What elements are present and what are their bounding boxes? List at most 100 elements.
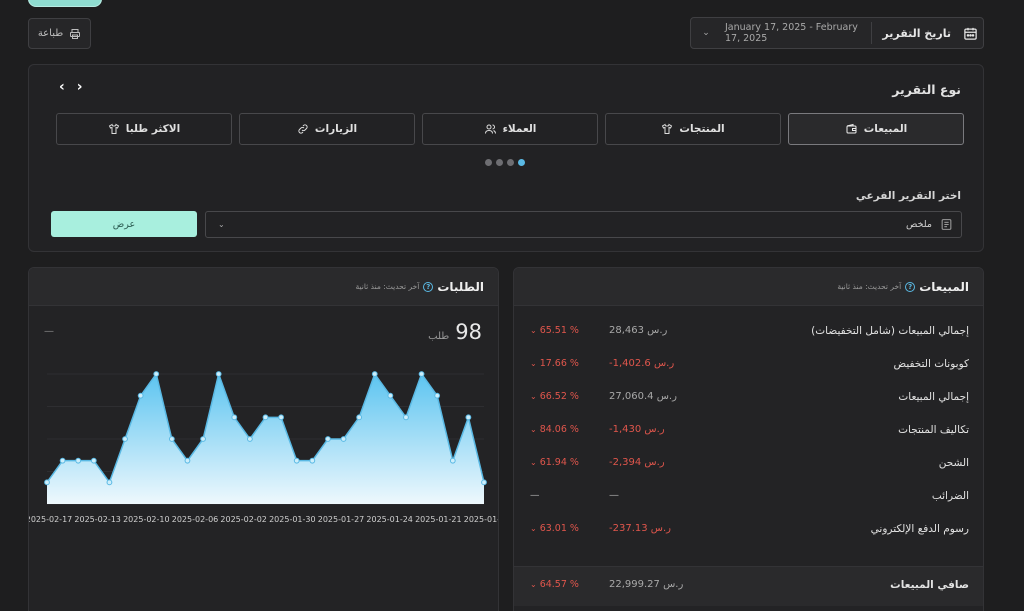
data-point[interactable] (200, 436, 206, 442)
sales-row-value: 27,060.4 ر.س (609, 391, 677, 402)
data-point[interactable] (293, 457, 300, 464)
date-range-label: تاريخ التقرير (882, 26, 951, 40)
orders-count: 98 (455, 320, 482, 344)
sales-row-label: الضرائب (931, 490, 969, 502)
data-point[interactable] (262, 414, 269, 421)
shirt-icon (108, 123, 119, 134)
data-point[interactable] (278, 414, 285, 421)
top-action-button[interactable] (28, 0, 102, 7)
data-point[interactable] (434, 392, 441, 399)
sales-row-change: ⌄ 63.01 % (530, 523, 579, 534)
sales-row-value: — (609, 490, 619, 501)
sales-row-label: الشحن (938, 457, 969, 469)
chevron-right-icon[interactable]: › (76, 79, 83, 95)
sales-row-change-value: 84.06 % (539, 424, 579, 435)
orders-unit: طلب (428, 331, 450, 342)
show-button[interactable]: عرض (51, 211, 197, 237)
report-card-most-ordered[interactable]: الاكثر طلبا (56, 113, 232, 145)
sales-updated: آخر تحديث: منذ ثانية (837, 282, 902, 291)
sub-report-label: اختر التقرير الفرعي (855, 190, 961, 202)
data-point[interactable] (340, 436, 347, 442)
area-fill (47, 374, 484, 504)
data-point[interactable] (371, 371, 378, 377)
sales-row-change: — (530, 490, 540, 501)
data-point[interactable] (90, 457, 97, 464)
report-card-customers[interactable]: العملاء (422, 113, 598, 145)
report-card-sales[interactable]: المبيعات (788, 113, 964, 145)
carousel-dot-active[interactable] (518, 159, 525, 166)
data-point[interactable] (59, 457, 66, 464)
data-point[interactable] (137, 392, 144, 399)
card-label: المنتجات (679, 123, 725, 135)
sales-row-label: كوبونات التخفيض (893, 358, 969, 370)
orders-title: الطلبات (437, 279, 484, 294)
data-point[interactable] (246, 436, 253, 442)
sales-row-label: رسوم الدفع الإلكتروني (870, 523, 969, 535)
data-point[interactable] (75, 457, 82, 464)
data-point[interactable] (215, 371, 222, 377)
sales-row-change: ⌄ 66.52 % (530, 391, 579, 402)
help-icon[interactable]: ? (423, 281, 434, 292)
net-sales-change-value: 64.57 % (539, 579, 579, 590)
sales-panel: آخر تحديث: منذ ثانية ? المبيعات إجمالي ا… (513, 267, 984, 611)
data-point[interactable] (168, 436, 175, 442)
data-point[interactable] (418, 371, 425, 377)
x-tick-label: 2025-02-17 (29, 515, 72, 524)
wallet-icon (846, 123, 857, 134)
sales-header: آخر تحديث: منذ ثانية ? المبيعات (514, 268, 983, 306)
print-label: طباعة (37, 28, 64, 39)
card-label: الزيارات (314, 123, 358, 135)
print-button[interactable]: طباعة (28, 18, 91, 49)
x-tick-label: 2025-01-30 (269, 515, 316, 524)
arrow-down-icon: ⌄ (530, 392, 537, 401)
card-label: الاكثر طلبا (125, 123, 181, 135)
carousel-dots (485, 159, 525, 166)
data-point[interactable] (44, 479, 50, 486)
help-icon[interactable]: ? (905, 281, 916, 292)
data-point[interactable] (481, 479, 487, 486)
x-tick-label: 2025-02-13 (74, 515, 121, 524)
data-point[interactable] (356, 414, 363, 421)
sales-row-label: إجمالي المبيعات (898, 391, 969, 403)
data-point[interactable] (449, 457, 456, 464)
sales-row-change-value: 65.51 % (539, 325, 579, 336)
carousel-dot[interactable] (485, 159, 492, 166)
sales-row-change: ⌄ 61.94 % (530, 457, 579, 468)
data-point[interactable] (153, 371, 160, 377)
arrow-down-icon: ⌄ (530, 524, 537, 533)
sub-report-value: ملخص (905, 219, 932, 230)
data-point[interactable] (325, 436, 331, 442)
orders-panel: آخر تحديث: منذ ثانية ? الطلبات — طلب 98 … (28, 267, 499, 611)
sales-row: رسوم الدفع الإلكتروني -237.13 ر.س ⌄ 63.01 % (514, 514, 983, 547)
sales-row-change-value: — (530, 490, 540, 501)
carousel-dot[interactable] (507, 159, 514, 166)
sales-row: الضرائب — — (514, 481, 983, 514)
data-point[interactable] (309, 457, 316, 464)
divider (871, 22, 873, 44)
carousel-dot[interactable] (496, 159, 503, 166)
date-range-picker[interactable]: ⌄ January 17, 2025 - February 17, 2025 ت… (690, 17, 984, 49)
report-card-visits[interactable]: الزيارات (239, 113, 415, 145)
data-point[interactable] (403, 414, 409, 421)
report-type-panel: ‹ › نوع التقرير الاكثر طلبا الزيارات الع… (28, 64, 984, 252)
report-card-products[interactable]: المنتجات (605, 113, 781, 145)
sales-row-change-value: 66.52 % (539, 391, 579, 402)
orders-header: آخر تحديث: منذ ثانية ? الطلبات (29, 268, 498, 306)
data-point[interactable] (184, 457, 191, 464)
sales-row-change-value: 63.01 % (539, 523, 579, 534)
sales-row: الشحن -2,394 ر.س ⌄ 61.94 % (514, 448, 983, 481)
sales-row-value: 28,463 ر.س (609, 325, 668, 336)
data-point[interactable] (465, 414, 472, 421)
x-tick-label: 2025-01-21 (415, 515, 462, 524)
chevron-left-icon[interactable]: ‹ (59, 79, 65, 95)
sales-row: تكاليف المنتجات -1,430 ر.س ⌄ 84.06 % (514, 415, 983, 448)
data-point[interactable] (122, 436, 128, 442)
sales-row-change: ⌄ 84.06 % (530, 424, 579, 435)
sales-row-change: ⌄ 65.51 % (530, 325, 579, 336)
data-point[interactable] (106, 479, 113, 486)
data-point[interactable] (231, 414, 238, 421)
data-point[interactable] (387, 392, 394, 399)
sales-title: المبيعات (919, 279, 969, 294)
report-type-cards: الاكثر طلبا الزيارات العملاء المنتجات ال… (56, 113, 964, 145)
sub-report-select[interactable]: ⌄ ملخص (205, 211, 962, 238)
